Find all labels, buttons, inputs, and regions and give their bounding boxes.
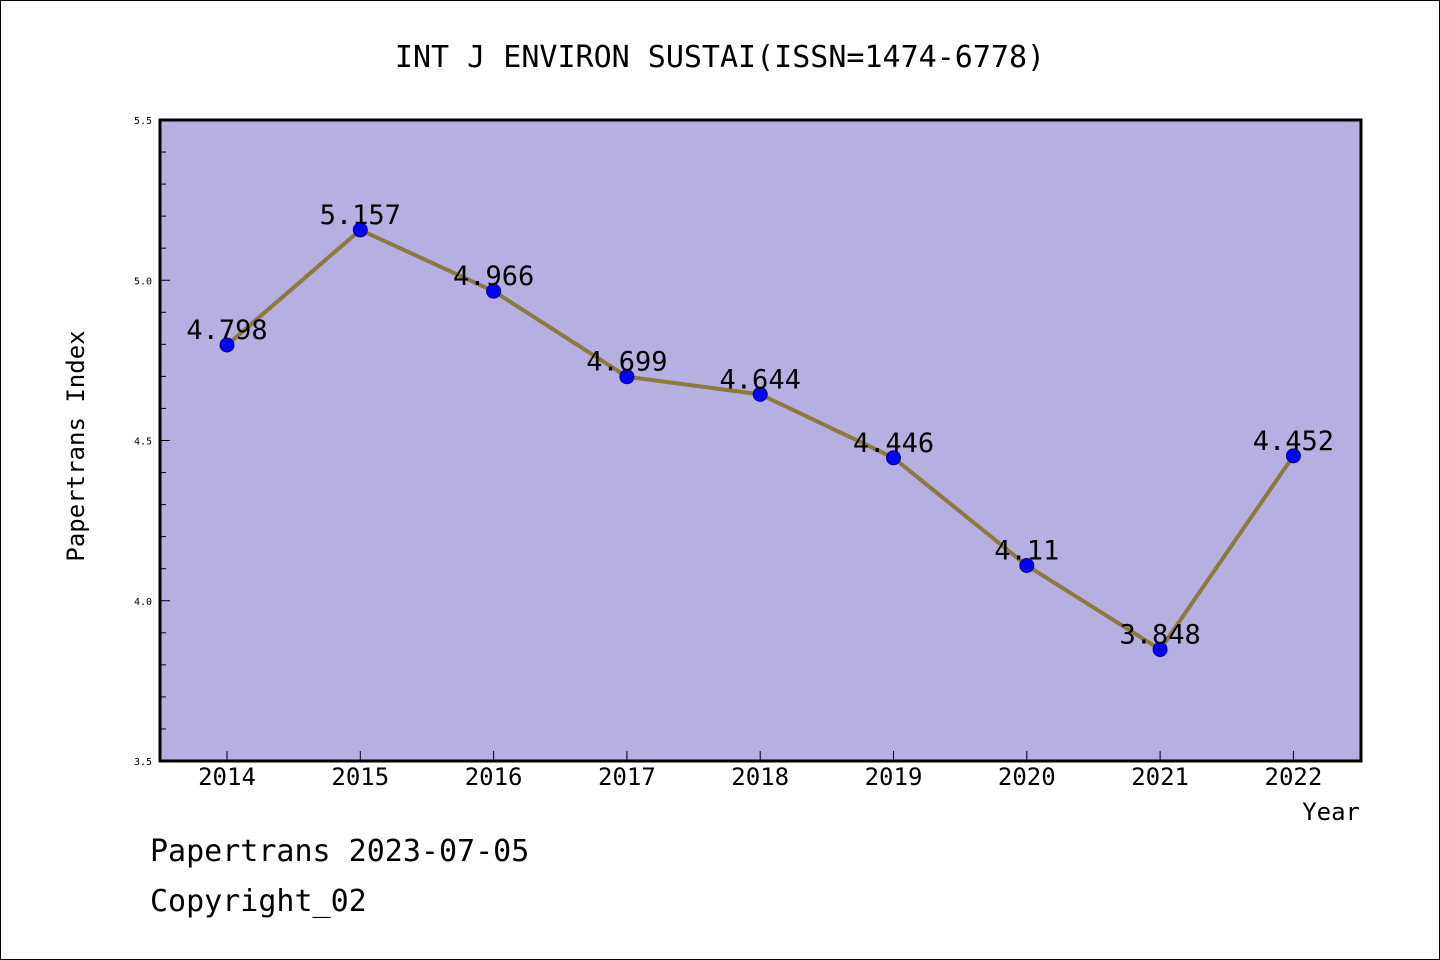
data-label: 4.966 <box>453 261 534 292</box>
x-tick-label: 2018 <box>731 763 789 791</box>
x-tick-label: 2020 <box>998 763 1056 791</box>
data-point-marker <box>619 369 635 385</box>
y-axis-ticks: 3.5 4.0 4.5 5.0 5.5 <box>134 116 170 768</box>
data-label: 3.848 <box>1119 619 1200 650</box>
data-label: 4.11 <box>994 535 1059 566</box>
x-tick-label: 2015 <box>331 763 389 791</box>
data-point-marker <box>486 283 502 299</box>
data-label: 4.452 <box>1253 426 1334 457</box>
x-axis-ticks: 2014 2015 2016 2017 2018 2019 2020 2021 2022 <box>198 751 1322 791</box>
series-markers <box>219 222 1301 657</box>
y-tick-label: 3.5 <box>134 757 152 768</box>
data-point-marker <box>352 222 368 238</box>
data-point-marker <box>1285 448 1301 464</box>
data-point-marker <box>1152 641 1168 657</box>
footer-copyright-text: Copyright_02 <box>150 884 367 919</box>
x-tick-label: 2017 <box>598 763 656 791</box>
data-label: 4.446 <box>853 428 934 459</box>
x-tick-label: 2021 <box>1131 763 1189 791</box>
x-tick-label: 2022 <box>1265 763 1323 791</box>
data-label: 5.157 <box>320 200 401 231</box>
data-point-marker <box>752 386 768 402</box>
data-label: 4.699 <box>586 347 667 378</box>
x-tick-label: 2016 <box>465 763 523 791</box>
data-label: 4.644 <box>720 364 801 395</box>
y-tick-label: 4.0 <box>134 597 152 608</box>
footer-date-text: Papertrans 2023-07-05 <box>150 834 530 869</box>
y-tick-label: 5.5 <box>134 116 152 127</box>
chart-title: INT J ENVIRON SUSTAI(ISSN=1474-6778) <box>395 40 1045 75</box>
y-tick-label: 4.5 <box>134 437 152 448</box>
data-point-marker <box>886 450 901 466</box>
data-point-marker <box>219 337 235 353</box>
data-labels: 4.798 5.157 4.966 4.699 4.644 4.446 4.11 3.848 4… <box>186 200 1334 651</box>
x-tick-label: 2019 <box>865 763 923 791</box>
x-tick-label: 2014 <box>198 763 256 791</box>
data-point-marker <box>1019 557 1035 573</box>
y-tick-label: 5.0 <box>134 276 152 287</box>
data-label: 4.798 <box>186 315 267 346</box>
y-axis-label: Papertrans Index <box>62 330 90 561</box>
x-axis-label: Year <box>1302 798 1360 826</box>
